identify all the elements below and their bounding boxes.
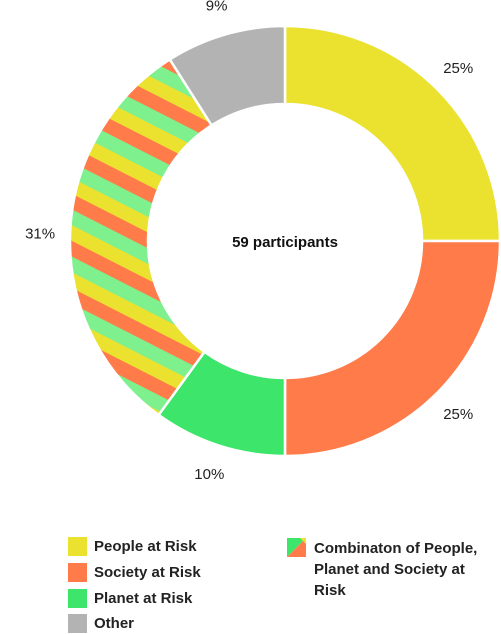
legend-label-planet: Planet at Risk [94, 590, 193, 607]
slices-group [68, 24, 501, 458]
legend-swatch-people [68, 537, 87, 556]
percent-label-2: 10% [194, 466, 224, 483]
center-label: 59 participants [232, 234, 338, 251]
legend-swatch-society [68, 563, 87, 582]
legend-swatch-planet [68, 589, 87, 608]
donut-chart: 25% 25% 10% 31% 9% 59 participants [25, 0, 501, 483]
percent-label-4: 9% [206, 0, 228, 15]
percent-labels-group: 25% 25% 10% 31% 9% [25, 0, 473, 483]
legend-swatch-other [68, 614, 87, 633]
legend-swatch-combination [287, 538, 306, 557]
legend-label-people: People at Risk [94, 538, 197, 555]
legend-label-society: Society at Risk [94, 564, 201, 581]
slice-society-at-risk [283, 239, 501, 458]
slice-combinaton-of-people-planet-and-society-at-risk [68, 57, 214, 417]
legend-label-combination: Combinaton of People, Planet and Society… [314, 540, 478, 599]
percent-label-1: 25% [443, 406, 473, 423]
slice-other [168, 24, 287, 128]
slice-people-at-risk [283, 24, 501, 243]
percent-label-3: 31% [25, 225, 55, 242]
legend-label-other: Other [94, 615, 135, 632]
percent-label-0: 25% [443, 60, 473, 77]
